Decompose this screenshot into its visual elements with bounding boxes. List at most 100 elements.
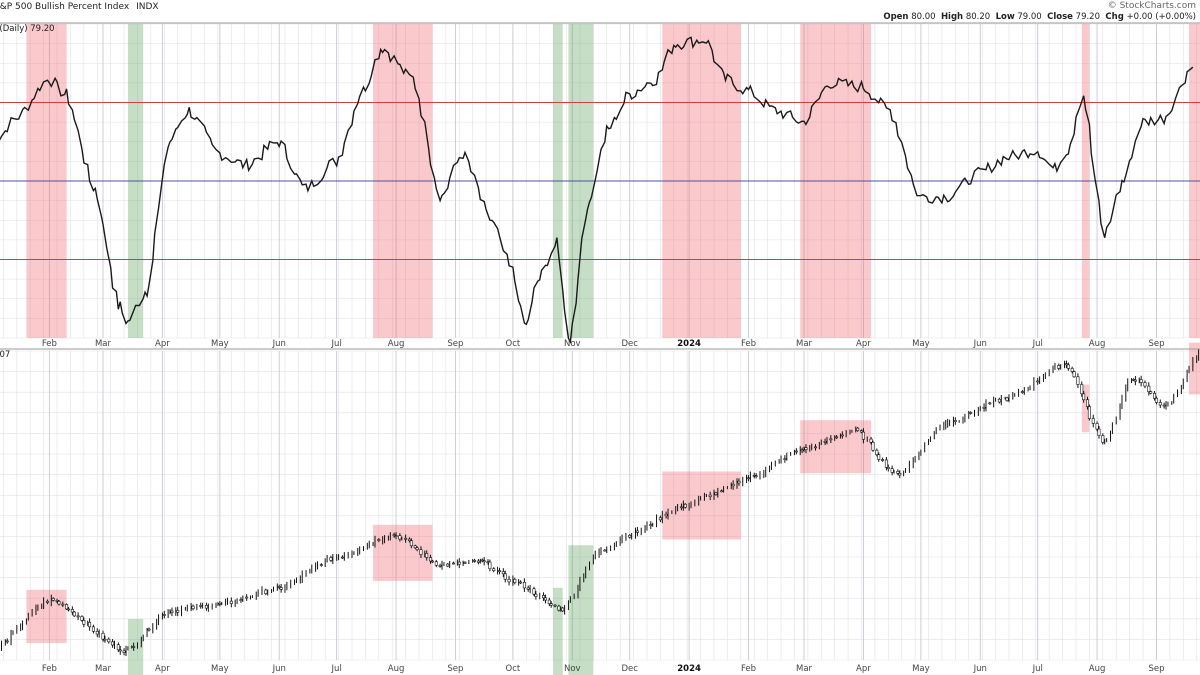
oversold-zone-lower (127, 618, 144, 675)
overbought-zone-lower (1081, 384, 1090, 433)
x-tick-label: Mar (95, 339, 112, 349)
x-tick-label: Mar (796, 664, 813, 674)
overbought-zone-lower (373, 524, 433, 581)
spx-candle (452, 562, 456, 565)
exchange-label: INDX (136, 2, 159, 12)
spx-candle (1082, 393, 1086, 401)
spx-candle (446, 563, 450, 567)
spx-candle (279, 587, 283, 590)
spx-candle (277, 586, 281, 588)
x-tick-label: Oct (506, 664, 521, 674)
spx-candle (111, 641, 115, 646)
spx-candle (794, 450, 798, 453)
spx-candle (549, 603, 553, 606)
x-tick-label: May (912, 664, 930, 674)
spx-candle (329, 557, 333, 561)
x-tick-label: Apr (155, 339, 170, 349)
spx-candle (982, 406, 986, 409)
spx-candle (884, 459, 888, 468)
lower-panel-grid (0, 350, 1200, 661)
x-tick-label: Aug (1089, 339, 1106, 349)
spx-candle (513, 579, 517, 583)
x-tick-label: Dec (622, 664, 639, 674)
x-tick-label: Nov (564, 664, 581, 674)
x-tick-label: May (912, 339, 930, 349)
spx-candle (398, 535, 402, 540)
spx-candle (840, 434, 844, 437)
spx-candle (118, 649, 122, 652)
spx-candle (55, 600, 59, 602)
spx-candle (162, 614, 166, 616)
x-tick-label: 2024 (677, 339, 701, 349)
x-tick-label: Mar (95, 664, 112, 674)
spx-candle (434, 561, 438, 566)
lower-x-axis: Feb Mar Apr May Jun Jul Aug Sep Oct Nov Dec 2024 Feb… (42, 664, 1165, 674)
spx-candle (170, 610, 174, 613)
overbought-zone-lower (662, 471, 741, 540)
spx-candle (176, 610, 180, 613)
spx-candle (507, 578, 511, 583)
spx-candle (457, 561, 461, 565)
x-tick-label: Nov (564, 339, 581, 349)
spx-candle (898, 473, 902, 476)
spx-candle (1005, 397, 1009, 401)
spx-candle (542, 595, 546, 599)
spx-candle (679, 506, 683, 509)
spx-candle (737, 480, 741, 484)
spx-candle (649, 524, 653, 526)
spx-candle (746, 477, 750, 480)
spx-candle (804, 447, 808, 451)
spx-candle (1036, 380, 1040, 383)
spx-candle (1070, 368, 1074, 372)
spx-candle (1095, 423, 1099, 430)
spx-candle (1097, 428, 1101, 436)
spx-candle (5, 640, 9, 643)
spx-candle (45, 600, 49, 603)
spx-candle (881, 459, 885, 461)
spx-candle (199, 605, 203, 607)
spx-candle (61, 603, 65, 606)
spx-candle (519, 581, 523, 584)
spx-candle (492, 568, 496, 571)
close-value: 79.20 (1075, 12, 1100, 22)
spx-candle (1066, 364, 1070, 369)
chart-title: S&P 500 Bullish Percent Index INDX (0, 2, 159, 12)
spx-candle (522, 581, 526, 589)
x-tick-label: Feb (42, 339, 57, 349)
spx-candle (635, 530, 639, 533)
spx-candle (557, 605, 561, 611)
x-tick-label: Aug (1089, 664, 1106, 674)
spx-candle (122, 650, 126, 653)
ohlc-readout: Open 80.00 High 80.20 Low 79.00 Close 79… (883, 12, 1196, 22)
spx-candle (319, 564, 323, 566)
spx-candle (1076, 376, 1080, 385)
spx-candle (1153, 392, 1157, 399)
spx-candle (988, 402, 992, 405)
x-tick-label: Jun (973, 339, 987, 349)
overbought-zone-lower (26, 589, 67, 644)
spx-candle (409, 540, 413, 547)
index-title: S&P 500 Bullish Percent Index (0, 2, 130, 12)
spx-candle (869, 438, 873, 443)
spx-candle (340, 556, 344, 559)
spx-candle (394, 535, 398, 537)
spx-candle (429, 557, 433, 562)
spx-candle (72, 611, 76, 617)
spx-candle (103, 638, 107, 641)
x-tick-label: Sep (447, 664, 463, 674)
x-tick-label: Feb (741, 664, 756, 674)
spx-candle (835, 436, 839, 439)
spx-candle (953, 420, 957, 423)
spx-candle (245, 596, 249, 599)
spx-candle (861, 431, 865, 440)
overbought-zone-lower (800, 420, 872, 474)
bpspx-series (0, 36, 1194, 345)
spx-candle (547, 599, 551, 604)
x-tick-label: May (211, 664, 229, 674)
spx-candle (1072, 371, 1076, 378)
x-tick-label: Sep (1148, 664, 1164, 674)
spx-candle (70, 609, 74, 613)
x-tick-label: Oct (506, 339, 521, 349)
spx-candle (875, 449, 879, 456)
spx-candle (829, 438, 833, 441)
